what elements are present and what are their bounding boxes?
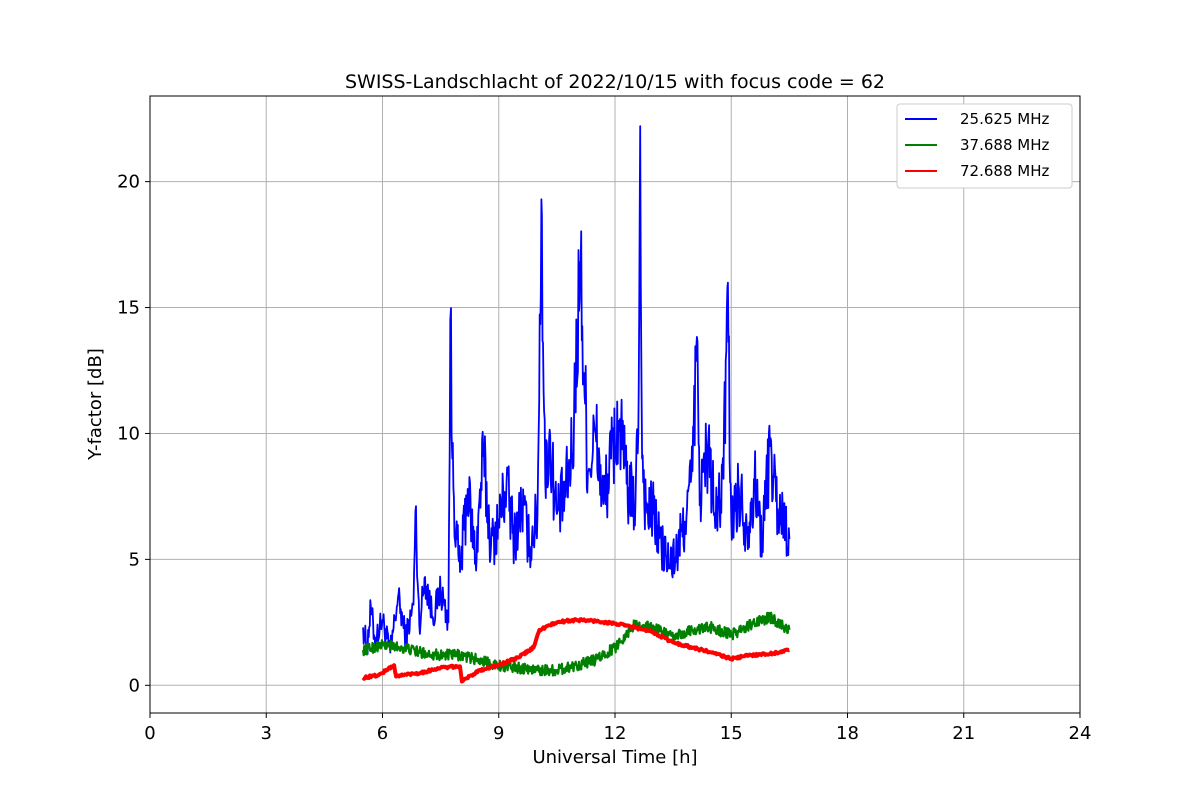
legend-label: 37.688 MHz (960, 136, 1049, 154)
axis-ticks: 0 3 6 9 12 15 18 21 24 0 5 10 15 20 (117, 172, 1091, 744)
plot-series (361, 125, 791, 684)
chart-title: SWISS-Landschlacht of 2022/10/15 with fo… (345, 71, 885, 93)
series-line-1 (362, 125, 791, 655)
legend: 25.625 MHz 37.688 MHz 72.688 MHz (896, 103, 1073, 189)
x-tick-label: 0 (144, 723, 155, 744)
x-tick-label: 3 (261, 723, 272, 744)
y-tick-label: 0 (129, 675, 140, 696)
series-line-2 (362, 611, 791, 677)
x-tick-label: 18 (836, 723, 859, 744)
legend-label: 25.625 MHz (960, 110, 1049, 128)
x-axis-label: Universal Time [h] (532, 747, 697, 768)
x-tick-label: 9 (493, 723, 504, 744)
x-tick-label: 6 (377, 723, 388, 744)
y-tick-label: 20 (117, 172, 140, 193)
x-tick-label: 15 (720, 723, 743, 744)
y-tick-label: 15 (117, 298, 140, 319)
x-tick-label: 21 (952, 723, 975, 744)
legend-box (896, 103, 1073, 189)
y-axis-label: Y-factor [dB] (85, 348, 106, 461)
x-tick-label: 24 (1069, 723, 1092, 744)
legend-label: 72.688 MHz (960, 162, 1049, 180)
y-tick-label: 5 (129, 549, 140, 570)
series-line-3 (361, 617, 791, 684)
y-tick-label: 10 (117, 423, 140, 444)
x-tick-label: 12 (604, 723, 627, 744)
